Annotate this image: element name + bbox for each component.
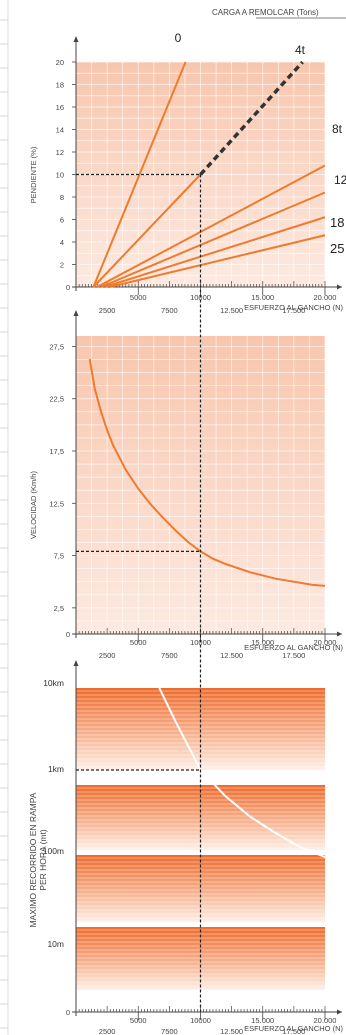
y-tick-label: 7,5 — [54, 552, 64, 561]
x-tick-label: 2500 — [99, 651, 116, 660]
series-label: 4t — [295, 43, 306, 57]
range-y-axis-label-2: PER HORA (mt) — [38, 829, 48, 891]
slope-series-labels: 0 4t 8t 12 18 25 — [175, 31, 346, 256]
y-axis-arrow — [73, 660, 79, 666]
x-tick-label: 10000 — [190, 1016, 211, 1025]
x-tick-label: 12.500 — [220, 1027, 243, 1035]
series-label: 25 — [330, 241, 344, 256]
range-axes: 10m 100m 1km 10km 0 2500 5000 7500 10000 12.500 15… — [43, 660, 342, 1035]
x-tick-label: 5000 — [130, 293, 147, 302]
x-tick-label: 12.500 — [220, 651, 243, 660]
header: CARGA A REMOLCAR (Tons) — [212, 8, 346, 19]
x-tick-label: 7500 — [161, 306, 178, 315]
series-line — [156, 682, 326, 858]
y-tick-label: 22,5 — [49, 395, 64, 404]
x-tick-label: 5000 — [130, 1016, 147, 1025]
y-tick-label: 100m — [43, 846, 64, 856]
range-x-axis-label: ESFUERZO AL GANCHO (N) — [244, 1024, 343, 1033]
series-line — [92, 173, 202, 288]
y-tick-label: 20 — [56, 58, 64, 67]
y-tick-label: 18 — [56, 81, 64, 90]
range-chart: 10m 100m 1km 10km 0 2500 5000 7500 10000 12.500 15… — [28, 660, 343, 1035]
range-y-axis-label: MAXIMO RECORRIDO EN RAMPA — [28, 792, 38, 927]
speed-series — [76, 358, 326, 587]
x-tick-label: 2500 — [99, 1027, 116, 1035]
x-tick-label: 2500 — [99, 306, 116, 315]
y-axis-arrow — [73, 36, 79, 42]
series-line-dashed — [199, 60, 304, 176]
y-tick-label: 4 — [60, 238, 64, 247]
x-tick-label: 7500 — [161, 1027, 178, 1035]
series-line — [104, 216, 326, 288]
y-tick-label: 16 — [56, 103, 64, 112]
x-tick-label: 15.000 — [251, 1016, 274, 1025]
speed-y-axis-label: VELOCIDAD (Km/h) — [29, 471, 38, 539]
slope-x-axis-label: ESFUERZO AL GANCHO (N) — [244, 303, 343, 312]
y-tick-label: 10 — [56, 171, 64, 180]
range-series — [76, 682, 326, 858]
series-label: 8t — [332, 122, 343, 136]
x-tick-label: 20.000 — [314, 293, 337, 302]
x-tick-label: 15.000 — [251, 638, 274, 647]
speed-x-axis-label: ESFUERZO AL GANCHO (N) — [244, 643, 343, 652]
series-label: 18 — [330, 215, 344, 230]
series-label: 12 — [334, 173, 346, 187]
series-line — [109, 234, 326, 288]
x-tick-label: 20.000 — [314, 638, 337, 647]
x-tick-label: 5000 — [130, 638, 147, 647]
y-zero-label: 0 — [66, 1008, 70, 1017]
y-tick-label: 27,5 — [49, 342, 64, 351]
slope-y-axis-label: PENDIENTE (%) — [29, 146, 38, 203]
x-tick-label: 7500 — [161, 651, 178, 660]
x-tick-label: 15.000 — [251, 293, 274, 302]
y-tick-label: 14 — [56, 126, 64, 135]
y-tick-label: 0 — [66, 630, 70, 639]
speed-chart: 02,57,512,517,522,527,525005000750010000… — [29, 310, 343, 660]
x-axis-arrow — [337, 1009, 342, 1015]
y-tick-label: 2 — [60, 261, 64, 270]
series-line — [92, 61, 187, 288]
y-tick-label: 8 — [60, 193, 64, 202]
left-margin-rule — [0, 0, 9, 1035]
series-label: 0 — [175, 31, 182, 45]
x-tick-label: 17.500 — [282, 306, 305, 315]
series-line — [100, 191, 326, 288]
y-tick-label: 6 — [60, 216, 64, 225]
y-tick-label: 10km — [43, 678, 64, 688]
x-tick-label: 12.500 — [220, 306, 243, 315]
y-tick-label: 0 — [66, 283, 70, 292]
y-tick-label: 17,5 — [49, 447, 64, 456]
x-axis-arrow — [337, 631, 342, 637]
x-tick-label: 17.500 — [282, 1027, 305, 1035]
y-tick-label: 10m — [47, 939, 64, 949]
slope-chart: 024681012141618202500500075001000012.500… — [29, 31, 346, 315]
y-axis-arrow — [73, 310, 79, 316]
y-tick-label: 2,5 — [54, 604, 64, 613]
y-tick-label: 12 — [56, 148, 64, 157]
series-line — [88, 358, 326, 587]
x-axis-arrow — [337, 284, 342, 290]
y-tick-label: 1km — [48, 764, 64, 774]
x-tick-label: 17.500 — [282, 651, 305, 660]
slope-series — [76, 60, 326, 288]
x-tick-label: 20.000 — [314, 1016, 337, 1025]
series-line — [96, 164, 326, 288]
y-tick-label: 12,5 — [49, 499, 64, 508]
header-title: CARGA A REMOLCAR (Tons) — [212, 8, 319, 17]
